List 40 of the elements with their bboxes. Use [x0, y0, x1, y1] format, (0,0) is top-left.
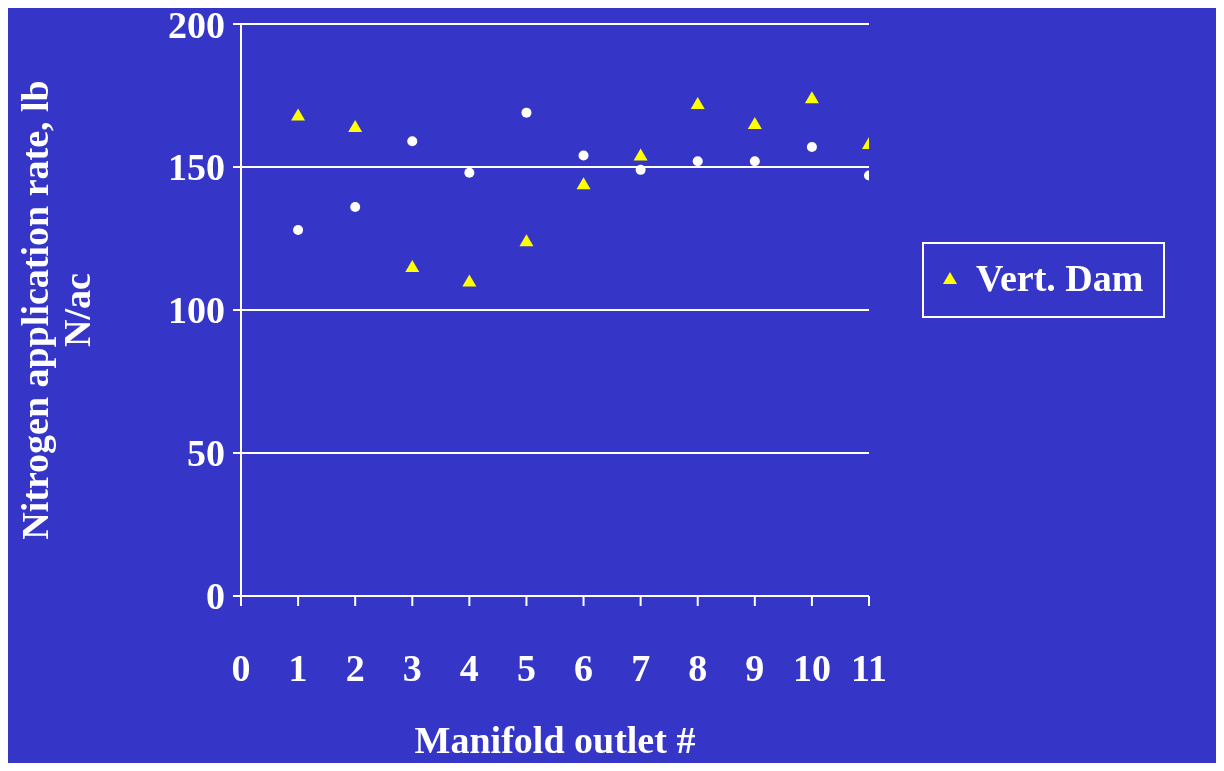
x-tick-label: 11: [851, 646, 887, 689]
point: [350, 202, 361, 213]
y-tick-label: 200: [168, 3, 225, 46]
x-tick-label: 8: [688, 646, 708, 689]
y-tick-label: 50: [187, 432, 225, 475]
point: [578, 150, 589, 161]
x-tick-label: 1: [288, 646, 308, 689]
y-tick-label: 100: [168, 289, 225, 332]
x-axis-title: Manifold outlet #: [414, 719, 696, 761]
legend-label: Vert. Dam: [976, 256, 1144, 300]
point: [576, 177, 591, 190]
y-tick-label: 0: [206, 575, 225, 618]
x-tick-label: 7: [631, 646, 651, 689]
point: [690, 97, 705, 110]
x-tick-label: 4: [459, 646, 479, 689]
point: [806, 141, 817, 152]
x-tick-label: 5: [516, 646, 536, 689]
y-tick-label: 150: [168, 146, 225, 189]
x-tick-label: 9: [745, 646, 765, 689]
point: [462, 274, 477, 287]
point: [407, 136, 418, 147]
point: [747, 117, 762, 130]
point: [519, 234, 534, 247]
x-tick-label: 0: [231, 646, 251, 689]
point: [521, 107, 532, 118]
x-tick-label: 2: [345, 646, 365, 689]
point: [293, 224, 304, 235]
x-tick-label: 6: [574, 646, 594, 689]
x-tick-label: 3: [402, 646, 422, 689]
point: [749, 156, 760, 167]
point: [405, 260, 420, 273]
y-axis-title: Nitrogen application rate, lb N/ac: [14, 80, 98, 540]
point: [804, 91, 819, 104]
point: [291, 108, 306, 121]
point: [633, 148, 648, 161]
x-tick-label: 10: [792, 646, 831, 689]
point: [348, 119, 363, 132]
point: [692, 156, 703, 167]
point: [464, 167, 475, 178]
point: [635, 164, 646, 175]
